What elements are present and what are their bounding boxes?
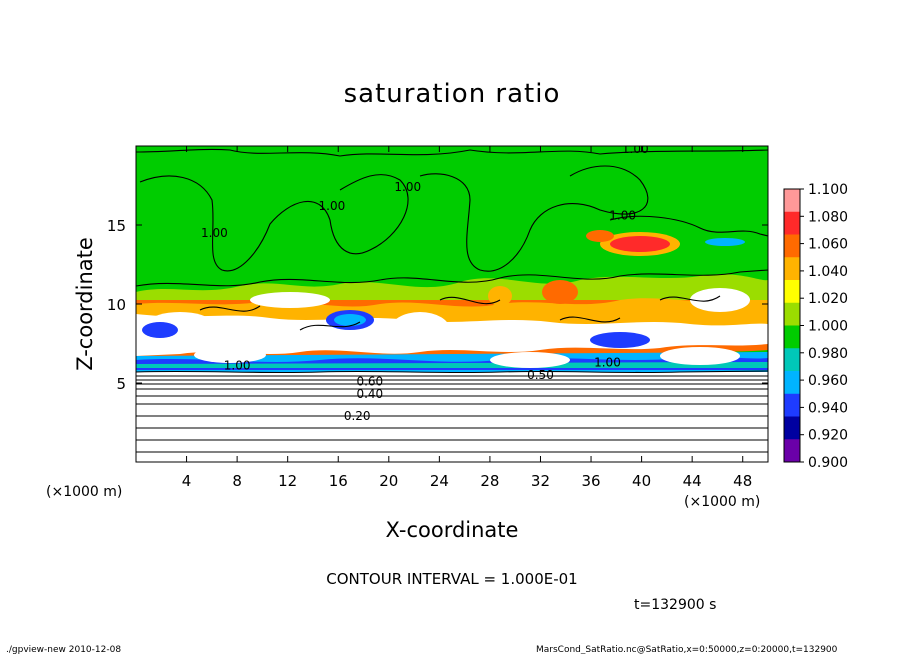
colorbar-label: 1.020: [808, 291, 848, 307]
contour-label: 1.00: [594, 355, 621, 369]
colorbar-swatch: [784, 325, 800, 349]
x-tick-label: 12: [278, 472, 297, 490]
colorbar-swatch: [784, 439, 800, 463]
colorbar-label: 1.080: [808, 209, 848, 225]
colorbar: 1.100 1.080 1.060 1.040 1.020 1.000 0.980 0.960…: [783, 182, 848, 471]
colorbar-label: 1.000: [808, 319, 848, 335]
subsaturated-region: [136, 368, 768, 462]
colorbar-label: 0.900: [808, 455, 848, 471]
y-axis: 5 10 15: [107, 217, 768, 393]
x-axis-label: X-coordinate: [386, 518, 519, 542]
x-tick-label: 4: [182, 472, 192, 490]
contour-label: 1.00: [394, 180, 421, 194]
colorbar-label: 1.060: [808, 237, 848, 253]
time-label: t=132900 s: [634, 597, 716, 613]
colorbar-label: 1.100: [808, 182, 848, 198]
colorbar-label: 0.940: [808, 400, 848, 416]
contour-label: 0.20: [344, 409, 371, 423]
colorbar-label: 1.040: [808, 264, 848, 280]
colorbar-label: 0.980: [808, 346, 848, 362]
contour-label: 0.40: [356, 387, 383, 401]
x-tick-label: 16: [329, 472, 348, 490]
contour-label: 1.00: [622, 142, 649, 156]
x-tick-label: 8: [232, 472, 242, 490]
contour-label: 0.60: [356, 374, 383, 388]
x-tick-label: 32: [531, 472, 550, 490]
colorbar-swatch: [784, 371, 800, 395]
contour-label-layer: 1.00 1.00 1.00 1.00 1.00 1.00 1.00 0.50 0.600.40…: [201, 142, 649, 423]
colorbar-swatch: [784, 280, 800, 304]
contour-lines: [136, 148, 768, 453]
contour-label: 1.00: [201, 226, 228, 240]
cloud-band: [136, 230, 768, 372]
footer-right: MarsCond_SatRatio.nc@SatRatio,x=0:50000,…: [536, 645, 838, 654]
contour-label: 1.00: [224, 359, 251, 373]
y-axis-label: Z-coordinate: [73, 237, 97, 371]
heatmap-field: 1.00 1.00 1.00 1.00 1.00 1.00 1.00 0.50 0.600.40…: [136, 142, 768, 462]
y-tick-label: 10: [107, 296, 126, 314]
x-axis-unit-right: (×1000 m): [684, 494, 760, 510]
colorbar-swatch: [784, 189, 800, 213]
x-tick-label: 48: [733, 472, 752, 490]
colorbar-swatch: [784, 257, 800, 281]
x-tick-label: 20: [379, 472, 398, 490]
colorbar-swatch: [784, 393, 800, 417]
x-tick-label: 44: [683, 472, 702, 490]
chart-title: saturation ratio: [344, 79, 561, 109]
contour-label: 0.50: [527, 368, 554, 382]
contour-interval-note: CONTOUR INTERVAL = 1.000E-01: [326, 570, 577, 588]
x-axis: 4 8 12 16 20 24 28 32 36 40 44 48: [182, 146, 752, 490]
colorbar-swatch: [784, 416, 800, 440]
contour-label: 1.00: [319, 199, 346, 213]
x-tick-label: 36: [581, 472, 600, 490]
x-tick-label: 40: [632, 472, 651, 490]
x-axis-unit-left: (×1000 m): [46, 484, 122, 500]
colorbar-swatch: [784, 211, 800, 235]
y-tick-label: 5: [116, 375, 126, 393]
footer-left: ./gpview-new 2010-12-08: [6, 645, 121, 654]
x-tick-label: 24: [430, 472, 449, 490]
contour-label: 1.00: [609, 209, 636, 223]
colorbar-label: 0.920: [808, 428, 848, 444]
colorbar-label: 0.960: [808, 373, 848, 389]
colorbar-swatch: [784, 348, 800, 372]
colorbar-swatch: [784, 302, 800, 326]
y-tick-label: 15: [107, 217, 126, 235]
x-tick-label: 28: [480, 472, 499, 490]
colorbar-swatch: [784, 234, 800, 258]
